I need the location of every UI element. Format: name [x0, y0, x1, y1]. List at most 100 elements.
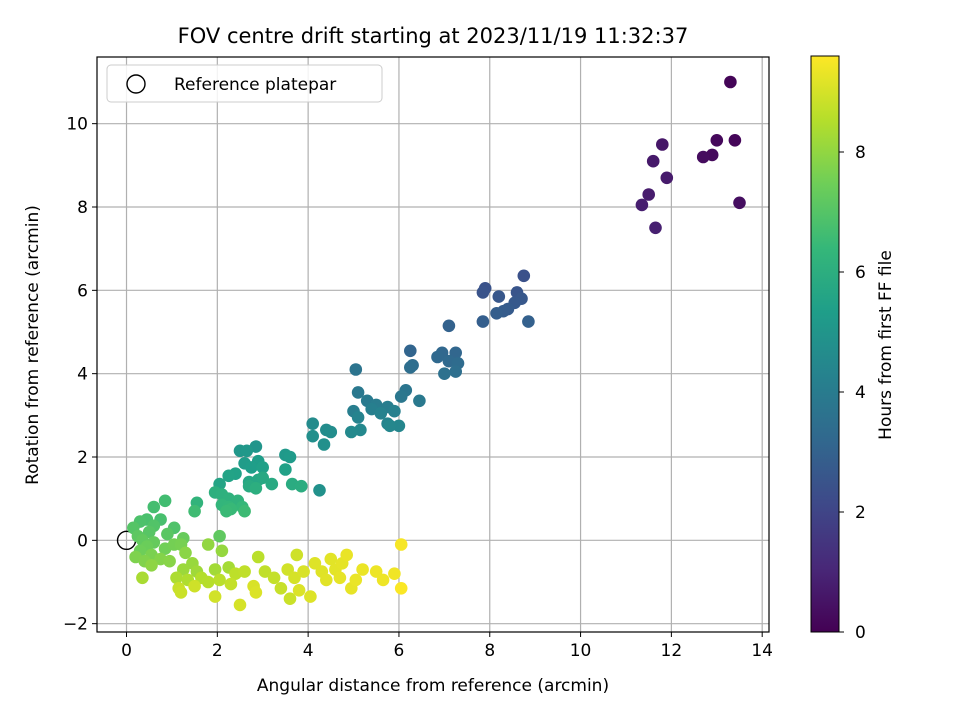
data-point [442, 319, 456, 333]
data-point [158, 494, 172, 508]
data-point [213, 529, 226, 543]
data-point [449, 365, 463, 378]
x-tick-label: 14 [751, 641, 773, 661]
data-point [476, 286, 490, 299]
data-point [392, 419, 406, 433]
legend-marker-icon [126, 74, 146, 94]
data-point [240, 444, 254, 458]
data-point [635, 198, 649, 212]
data-point [208, 590, 222, 603]
data-point [201, 538, 215, 551]
data-point [179, 546, 192, 560]
data-point [340, 548, 354, 562]
data-point [265, 477, 279, 491]
data-point [394, 390, 408, 403]
data-point [646, 154, 660, 168]
data-point [297, 565, 310, 578]
data-point [283, 592, 297, 605]
data-point [292, 584, 306, 597]
data-point [161, 527, 174, 541]
data-point [267, 571, 281, 585]
data-point [404, 344, 417, 358]
plot-frame [96, 56, 770, 633]
data-point [256, 461, 270, 474]
data-point [224, 577, 238, 591]
data-point [394, 582, 408, 595]
data-point [177, 563, 190, 576]
data-point [290, 548, 304, 562]
data-point [215, 544, 229, 558]
y-tick-label: 4 [77, 365, 88, 385]
colorbar [810, 55, 840, 633]
data-point [188, 504, 201, 518]
y-tick-label: 6 [77, 281, 88, 301]
data-point [413, 394, 426, 408]
y-tick-label: 0 [77, 531, 88, 551]
data-point [238, 565, 251, 578]
data-point [438, 367, 451, 381]
data-point [649, 221, 662, 235]
data-point [288, 571, 301, 585]
data-point [295, 479, 308, 493]
data-point [431, 350, 444, 364]
data-point [213, 573, 226, 587]
data-point [492, 290, 506, 303]
data-point [660, 171, 674, 185]
y-axis-label: Rotation from reference (arcmin) [23, 205, 43, 485]
data-point [238, 504, 251, 518]
data-point [313, 484, 326, 497]
data-point [283, 450, 297, 464]
legend: Reference platepar [106, 64, 383, 103]
colorbar-label: Hours from first FF file [876, 250, 896, 440]
y-tick-label: −2 [63, 615, 88, 635]
data-point [201, 575, 215, 589]
data-point [324, 552, 338, 566]
x-tick-label: 8 [484, 641, 495, 661]
data-point [388, 567, 401, 580]
y-axis-ticks: −2 0 2 4 6 8 10 [63, 115, 97, 635]
data-point [351, 386, 365, 399]
data-point [369, 565, 383, 578]
x-axis-label: Angular distance from reference (arcmin) [257, 676, 609, 696]
data-point [349, 363, 363, 376]
data-point [220, 504, 233, 518]
x-tick-label: 4 [303, 641, 314, 661]
data-point [258, 565, 272, 578]
data-point [696, 150, 710, 164]
data-point [249, 586, 263, 599]
data-point [281, 563, 295, 576]
data-point [490, 307, 503, 320]
x-axis-ticks: 0 2 4 6 8 10 12 14 [121, 632, 773, 661]
y-tick-label: 8 [77, 198, 88, 218]
data-point [222, 469, 235, 483]
data-point [376, 573, 390, 587]
data-point [251, 550, 265, 564]
grid-lines [97, 57, 769, 632]
legend-box [106, 64, 383, 103]
data-point [274, 582, 288, 595]
data-point [145, 559, 158, 572]
data-point [394, 538, 408, 551]
data-point [279, 463, 292, 476]
y-tick-label: 10 [66, 115, 88, 135]
x-tick-label: 2 [212, 641, 223, 661]
data-point [374, 407, 388, 420]
colorbar-tick-label: 6 [855, 263, 866, 283]
colorbar-ticks: 0 2 4 6 8 [839, 143, 866, 643]
data-point [404, 361, 417, 374]
data-point [333, 571, 347, 585]
x-tick-label: 12 [661, 641, 683, 661]
colorbar-tick-label: 8 [855, 143, 866, 163]
chart-title: FOV centre drift starting at 2023/11/19 … [178, 24, 689, 48]
x-tick-label: 10 [570, 641, 592, 661]
data-point [383, 419, 397, 433]
data-point [233, 598, 247, 612]
x-tick-label: 6 [394, 641, 405, 661]
data-point [308, 557, 322, 570]
data-point [163, 554, 176, 568]
data-point [324, 425, 338, 439]
data-point [710, 134, 724, 147]
data-point [351, 411, 365, 424]
data-point [208, 563, 222, 576]
data-point [174, 586, 188, 599]
